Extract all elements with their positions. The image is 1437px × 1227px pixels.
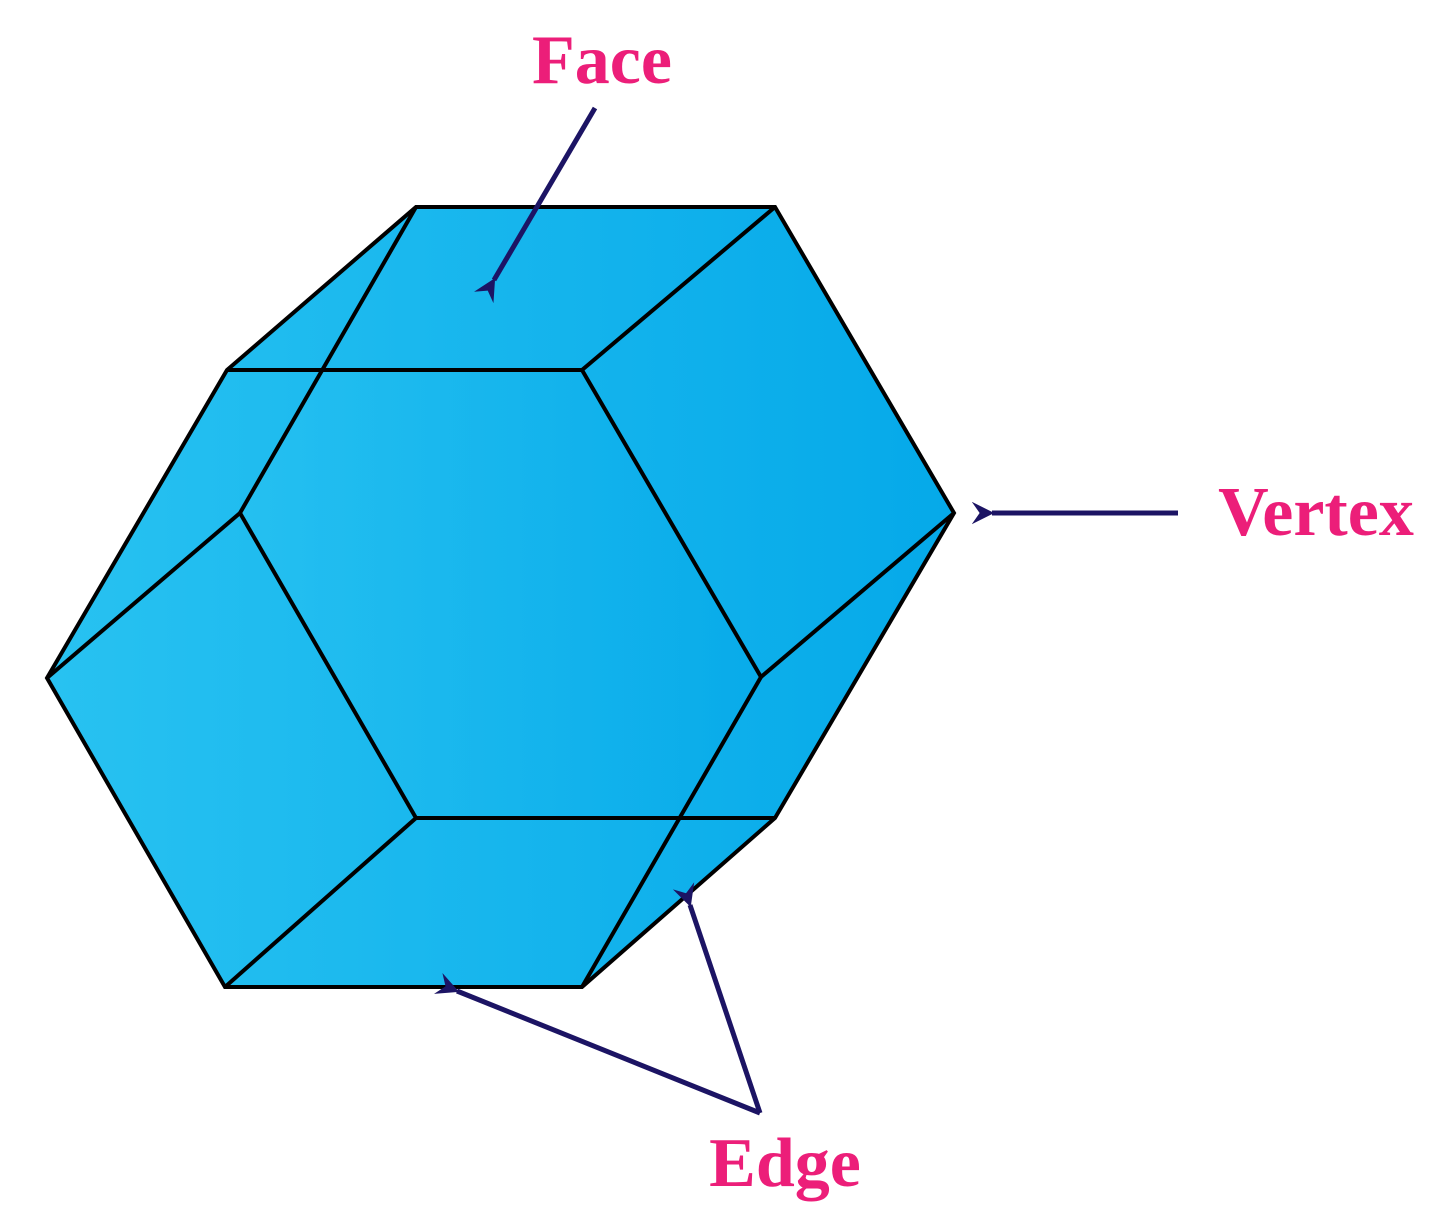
face-arrow xyxy=(474,106,598,304)
edge-arrow-bottom xyxy=(434,973,761,1116)
face-label: Face xyxy=(532,22,672,99)
edge-arrow-side xyxy=(672,882,763,1114)
polyhedron xyxy=(44,205,957,989)
polyhedron-edges xyxy=(45,205,956,989)
pointer-arrows xyxy=(434,106,1178,1116)
edge-label: Edge xyxy=(709,1125,861,1202)
vertex-label: Vertex xyxy=(1218,474,1414,551)
front-hexagon-face xyxy=(240,370,761,818)
